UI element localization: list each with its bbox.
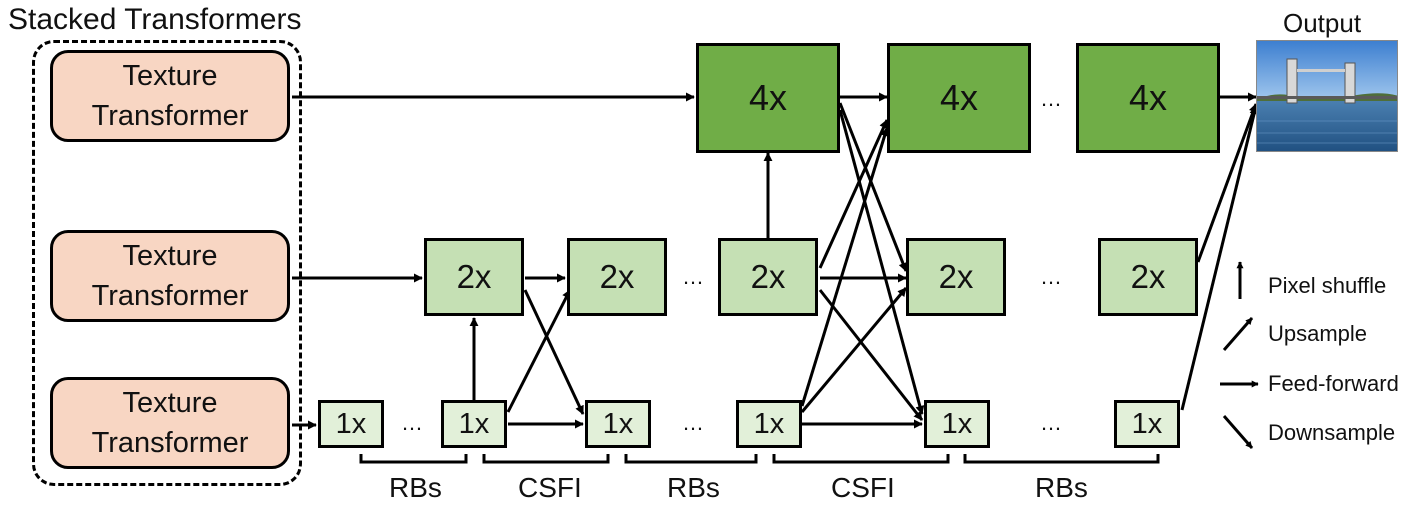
ellipsis: … (682, 410, 704, 435)
csfi2-4x-2x (838, 102, 908, 272)
legend-feed-forward: Feed-forward (1268, 371, 1399, 396)
block-1x: 1x (441, 400, 507, 448)
block-1x: 1x (736, 400, 802, 448)
output-label: Output (1283, 8, 1362, 38)
bracket-label: RBs (389, 472, 442, 503)
output-image (1256, 40, 1398, 152)
bracket-csfi-2 (772, 454, 950, 464)
bracket-label: CSFI (518, 472, 582, 503)
ellipsis: … (682, 264, 704, 289)
legend-upsample-arrow (1222, 317, 1254, 351)
bracket-label: CSFI (831, 472, 895, 503)
block-1x: 1x (1114, 400, 1180, 448)
bracket-rbs-2 (624, 454, 758, 464)
block-1x: 1x (585, 400, 651, 448)
bracket-rbs-1 (359, 454, 468, 464)
block-2x: 2x (906, 238, 1006, 316)
stacked-transformers-title: Stacked Transformers (8, 3, 302, 36)
csfi2-1x-2x (800, 287, 908, 413)
block-2x: 2x (424, 238, 524, 316)
to-output-2x (1196, 103, 1258, 263)
bracket-label: RBs (667, 472, 720, 503)
block-4x: 4x (887, 43, 1031, 153)
brackets (359, 454, 1160, 464)
legend-pixel-shuffle: Pixel shuffle (1268, 273, 1387, 298)
csfi2-1x-4x (800, 127, 889, 407)
block-2x: 2x (567, 238, 667, 316)
csfi2-2x-1x (818, 289, 924, 421)
bracket-csfi-1 (482, 454, 610, 464)
block-2x: 2x (1098, 238, 1198, 316)
ellipsis: … (401, 410, 423, 435)
csfi1-2x-1x (523, 289, 585, 415)
legend-downsample: Downsample (1268, 420, 1396, 445)
csfi2-4x-1x (838, 109, 925, 415)
csfi2-2x-4x (818, 119, 889, 269)
block-1x: 1x (318, 400, 384, 448)
block-1x: 1x (924, 400, 990, 448)
block-2x: 2x (718, 238, 818, 316)
ellipsis: … (1040, 86, 1062, 111)
stacked-transformers-group (32, 40, 302, 486)
bracket-rbs-3 (963, 454, 1160, 464)
texture-transformer-top: Texture Transformer (50, 50, 290, 142)
ellipsis: … (1040, 264, 1062, 289)
block-4x: 4x (696, 43, 840, 153)
to-output-1x (1180, 105, 1259, 411)
bracket-label: RBs (1035, 472, 1088, 503)
csfi1-1x-2x (506, 289, 572, 413)
ellipsis: … (1040, 410, 1062, 435)
block-4x: 4x (1076, 43, 1220, 153)
texture-transformer-mid: Texture Transformer (50, 230, 290, 322)
legend-upsample: Upsample (1268, 321, 1368, 346)
legend-downsample-arrow (1222, 415, 1254, 449)
bridge-photo (1257, 41, 1397, 151)
texture-transformer-bot: Texture Transformer (50, 377, 290, 469)
